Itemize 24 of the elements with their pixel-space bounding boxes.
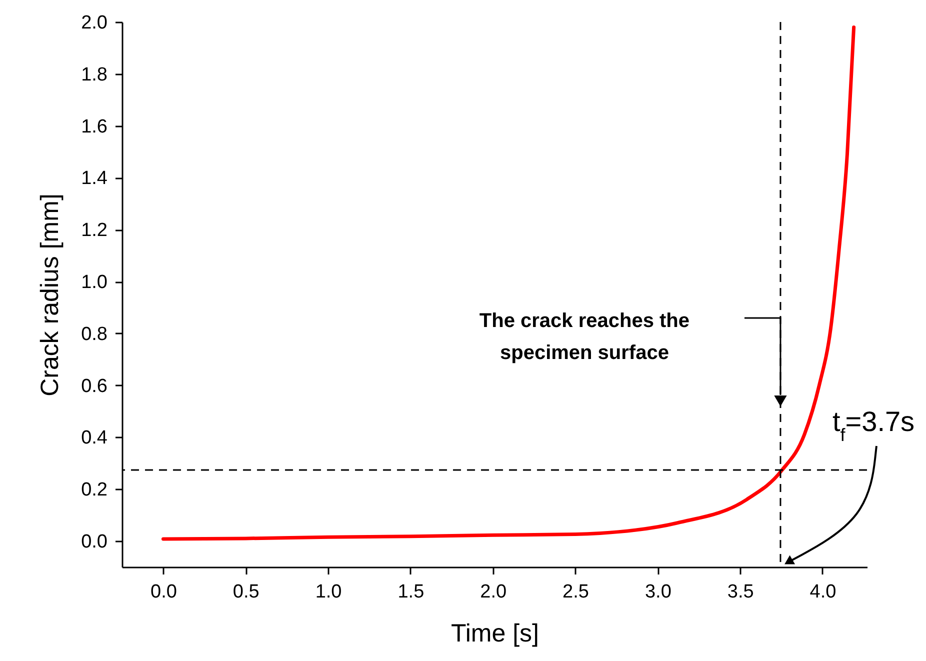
y-tick-label: 0.8 (81, 324, 108, 345)
y-tick-label: 1.2 (81, 220, 108, 242)
x-tick-label: 0.0 (150, 582, 177, 602)
y-tick-label: 0.2 (81, 480, 108, 501)
x-tick-label: 4.0 (810, 582, 836, 602)
x-tick-label: 2.5 (562, 582, 589, 602)
y-tick-label: 1.4 (81, 168, 108, 190)
y-tick-label: 0.4 (81, 428, 108, 449)
y-axis-title: Crack radius [mm] (36, 194, 64, 396)
y-tick-label: 0.0 (81, 532, 108, 553)
x-tick-label: 0.5 (232, 582, 260, 602)
y-tick-label: 2.0 (81, 12, 108, 34)
annotation: The crack reaches the specimen surface (479, 310, 690, 364)
x-axis-title: Time [s] (451, 620, 539, 648)
x-tick-label: 2.0 (480, 582, 507, 602)
x-tick-label: 3.5 (727, 582, 754, 602)
x-tick-label: 1.5 (398, 582, 424, 602)
x-tick-label: 1.0 (315, 582, 342, 602)
annotation: t$_{f}$=3.7s (832, 406, 915, 445)
y-tick-label: 1.0 (81, 272, 108, 294)
x-tick-label: 3.0 (644, 582, 672, 602)
y-tick-label: 1.8 (81, 64, 108, 86)
y-tick-label: 0.6 (81, 376, 108, 397)
y-tick-label: 1.6 (81, 116, 108, 138)
